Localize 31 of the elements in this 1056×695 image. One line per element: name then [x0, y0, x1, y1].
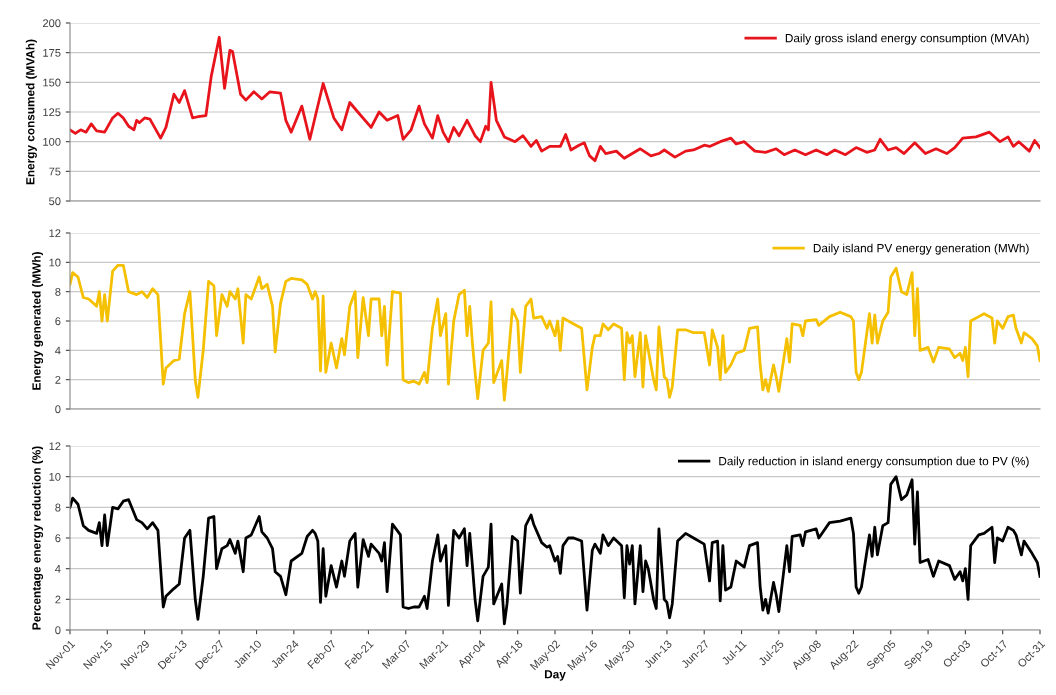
y-tick-label: 175 — [43, 49, 61, 57]
y-tick-label: 8 — [55, 287, 61, 296]
y-tick-label: 75 — [49, 167, 61, 176]
y-tick-label: 4 — [55, 346, 61, 355]
y-tick-label: 0 — [55, 405, 61, 414]
y-tick-label: 0 — [55, 626, 61, 635]
line-series — [70, 263, 1040, 402]
y-tick-label: 10 — [49, 472, 61, 481]
legend-label: Daily reduction in island energy consumption due to PV (%) — [719, 456, 1029, 468]
y-tick-label: 12 — [49, 442, 61, 451]
y-tick-label: 10 — [49, 258, 61, 267]
y-tick-label: 12 — [49, 229, 61, 238]
y-tick-label: 6 — [55, 317, 61, 326]
y-tick-label: 50 — [49, 197, 61, 206]
y-axis-title: Energy consumed (MVAh) — [25, 39, 37, 185]
y-axis-title: Energy generated (MWh) — [32, 252, 44, 390]
y-axis-title: Percentage energy reduction (%) — [32, 446, 44, 630]
y-tick-label: 2 — [55, 375, 61, 384]
line-series — [70, 35, 1040, 163]
legend-label: Daily island PV energy generation (MWh) — [813, 243, 1029, 255]
y-tick-label: 100 — [43, 137, 61, 146]
y-tick-label: 125 — [43, 108, 61, 117]
y-tick-label: 6 — [55, 534, 61, 543]
y-tick-label: 200 — [42, 19, 61, 28]
y-tick-label: 4 — [55, 565, 61, 573]
line-series — [70, 475, 1040, 626]
y-tick-label: 150 — [43, 78, 61, 87]
x-axis-title: Day — [544, 670, 566, 681]
y-tick-label: 2 — [55, 595, 61, 604]
y-tick-label: 8 — [55, 503, 61, 512]
legend-label: Daily gross island energy consumption (MVAh) — [785, 33, 1029, 45]
